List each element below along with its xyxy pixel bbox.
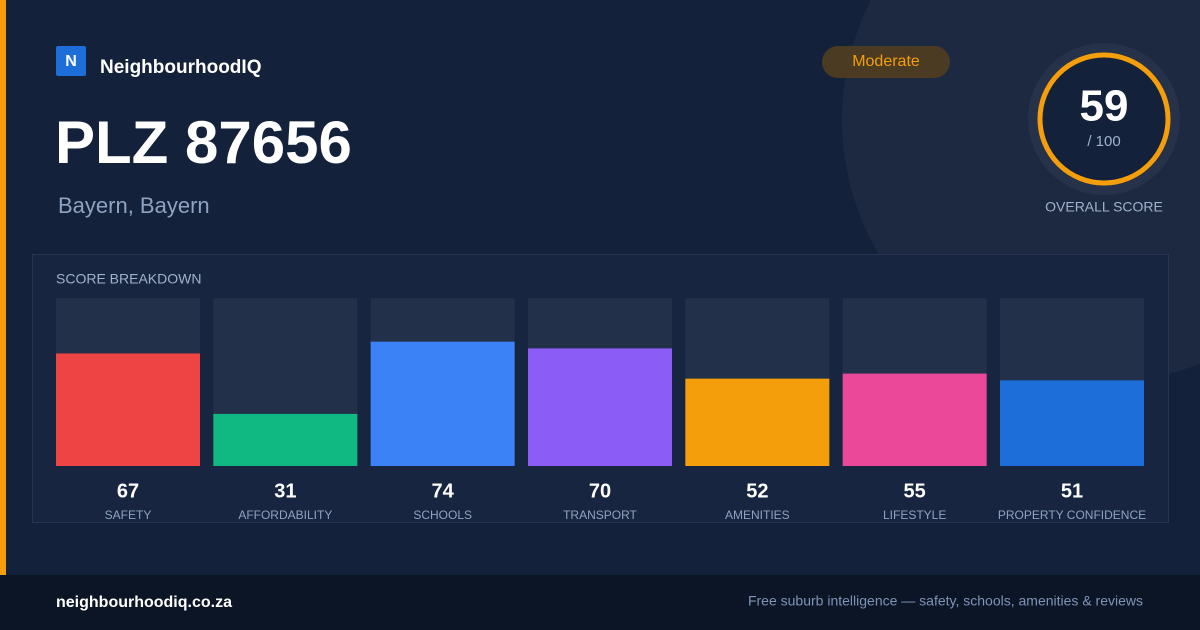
value-label: 51 (1061, 480, 1083, 502)
footer-tagline: Free suburb intelligence — safety, schoo… (748, 593, 1143, 609)
value-label: 55 (904, 480, 926, 502)
category-label: SCHOOLS (413, 508, 472, 522)
footer-bar (0, 575, 1200, 630)
breakdown-title: SCORE BREAKDOWN (56, 271, 201, 287)
subtitle: Bayern, Bayern (58, 193, 210, 218)
category-label: LIFESTYLE (883, 508, 946, 522)
score-max: / 100 (1087, 133, 1120, 150)
bar (685, 378, 830, 466)
accent-stripe (0, 0, 6, 575)
value-label: 70 (589, 480, 611, 502)
category-label: AMENITIES (725, 508, 790, 522)
score-value: 59 (1080, 82, 1129, 131)
value-label: 74 (432, 480, 455, 502)
page-title: PLZ 87656 (55, 109, 352, 176)
footer-site: neighbourhoodiq.co.za (56, 594, 232, 611)
badge (822, 46, 950, 78)
brand-icon (56, 46, 86, 76)
value-label: 67 (117, 480, 139, 502)
bar (56, 353, 200, 466)
value-label: 31 (274, 480, 296, 502)
bar (528, 348, 672, 466)
category-label: TRANSPORT (563, 508, 637, 522)
bar (370, 341, 515, 466)
brand-name: NeighbourhoodIQ (100, 57, 261, 78)
brand-initial: N (65, 53, 77, 70)
bar (1000, 380, 1144, 466)
category-label: PROPERTY CONFIDENCE (998, 508, 1146, 522)
value-label: 52 (746, 480, 768, 502)
bar (213, 413, 358, 466)
category-label: SAFETY (105, 508, 152, 522)
badge-text: Moderate (852, 53, 920, 70)
category-label: AFFORDABILITY (238, 508, 332, 522)
score-label: OVERALL SCORE (1045, 199, 1163, 215)
bar (842, 373, 987, 466)
score-ring (1037, 52, 1171, 186)
